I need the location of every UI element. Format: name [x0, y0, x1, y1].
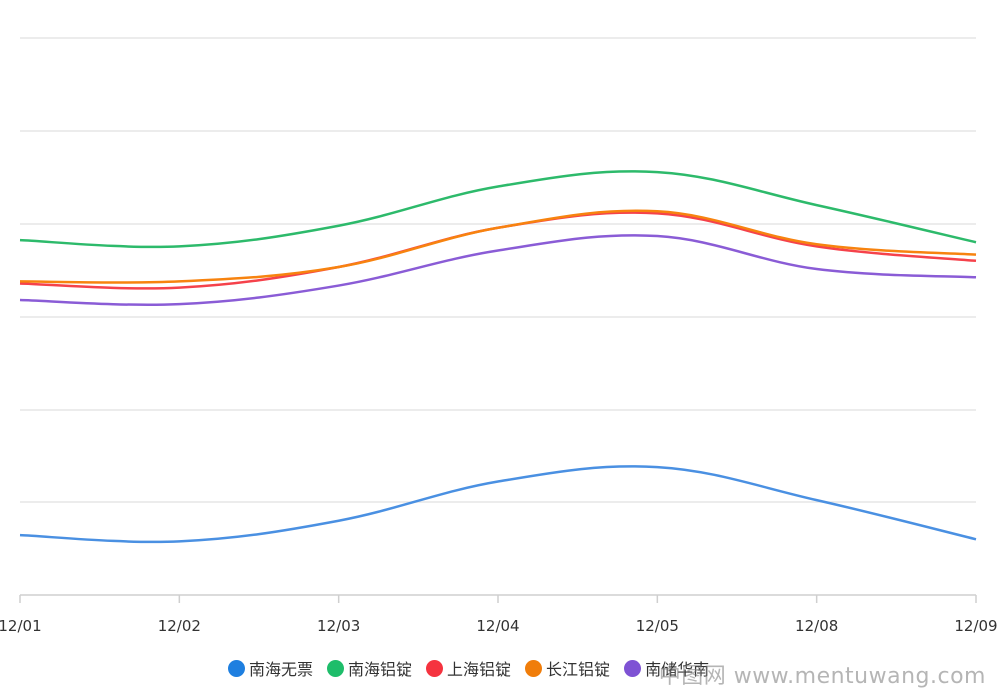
legend: 南海无票 南海铝锭 上海铝锭 长江铝锭 南储华南 [228, 655, 709, 681]
legend-label: 南海无票 [249, 660, 314, 679]
legend-dot-icon [327, 659, 345, 677]
x-tick-label: 12/03 [317, 617, 360, 635]
series-line-1[interactable] [19, 170, 977, 249]
legend-dot-icon [525, 659, 543, 677]
series-lines [19, 170, 977, 544]
x-tick-label: 12/01 [0, 617, 42, 635]
legend-label: 上海铝锭 [447, 660, 512, 679]
x-tick-label: 12/04 [476, 617, 519, 635]
series-line-4[interactable] [19, 234, 977, 307]
legend-item-changjiang-aluminum[interactable]: 长江铝锭 [525, 656, 610, 680]
legend-item-nanchu-south-china[interactable]: 南储华南 [624, 656, 709, 680]
series-line-0[interactable] [19, 465, 977, 544]
legend-item-nanhai-aluminum[interactable]: 南海铝锭 [327, 656, 412, 680]
legend-item-shanghai-aluminum[interactable]: 上海铝锭 [426, 656, 511, 680]
watermark: 中图网 www.mentuwang.com [658, 664, 986, 689]
grid-lines [20, 37, 976, 503]
legend-dot-icon [426, 659, 444, 677]
legend-label: 长江铝锭 [546, 660, 611, 679]
legend-dot-icon [624, 659, 642, 677]
series-line-3[interactable] [19, 209, 977, 284]
x-axis: 12/01 12/02 12/03 12/04 12/05 12/08 12/09 [0, 594, 998, 635]
x-tick-label: 12/09 [954, 617, 997, 635]
legend-label: 南海铝锭 [348, 660, 413, 679]
legend-dot-icon [228, 659, 245, 677]
legend-label: 南储华南 [645, 660, 710, 679]
x-tick-label: 12/05 [636, 617, 679, 635]
x-tick-label: 12/02 [158, 617, 201, 635]
line-chart: 12/01 12/02 12/03 12/04 12/05 12/08 12/09 [0, 37, 998, 635]
x-tick-label: 12/08 [795, 617, 838, 635]
legend-item-nanhai-no-ticket[interactable]: 南海无票 [228, 656, 313, 680]
